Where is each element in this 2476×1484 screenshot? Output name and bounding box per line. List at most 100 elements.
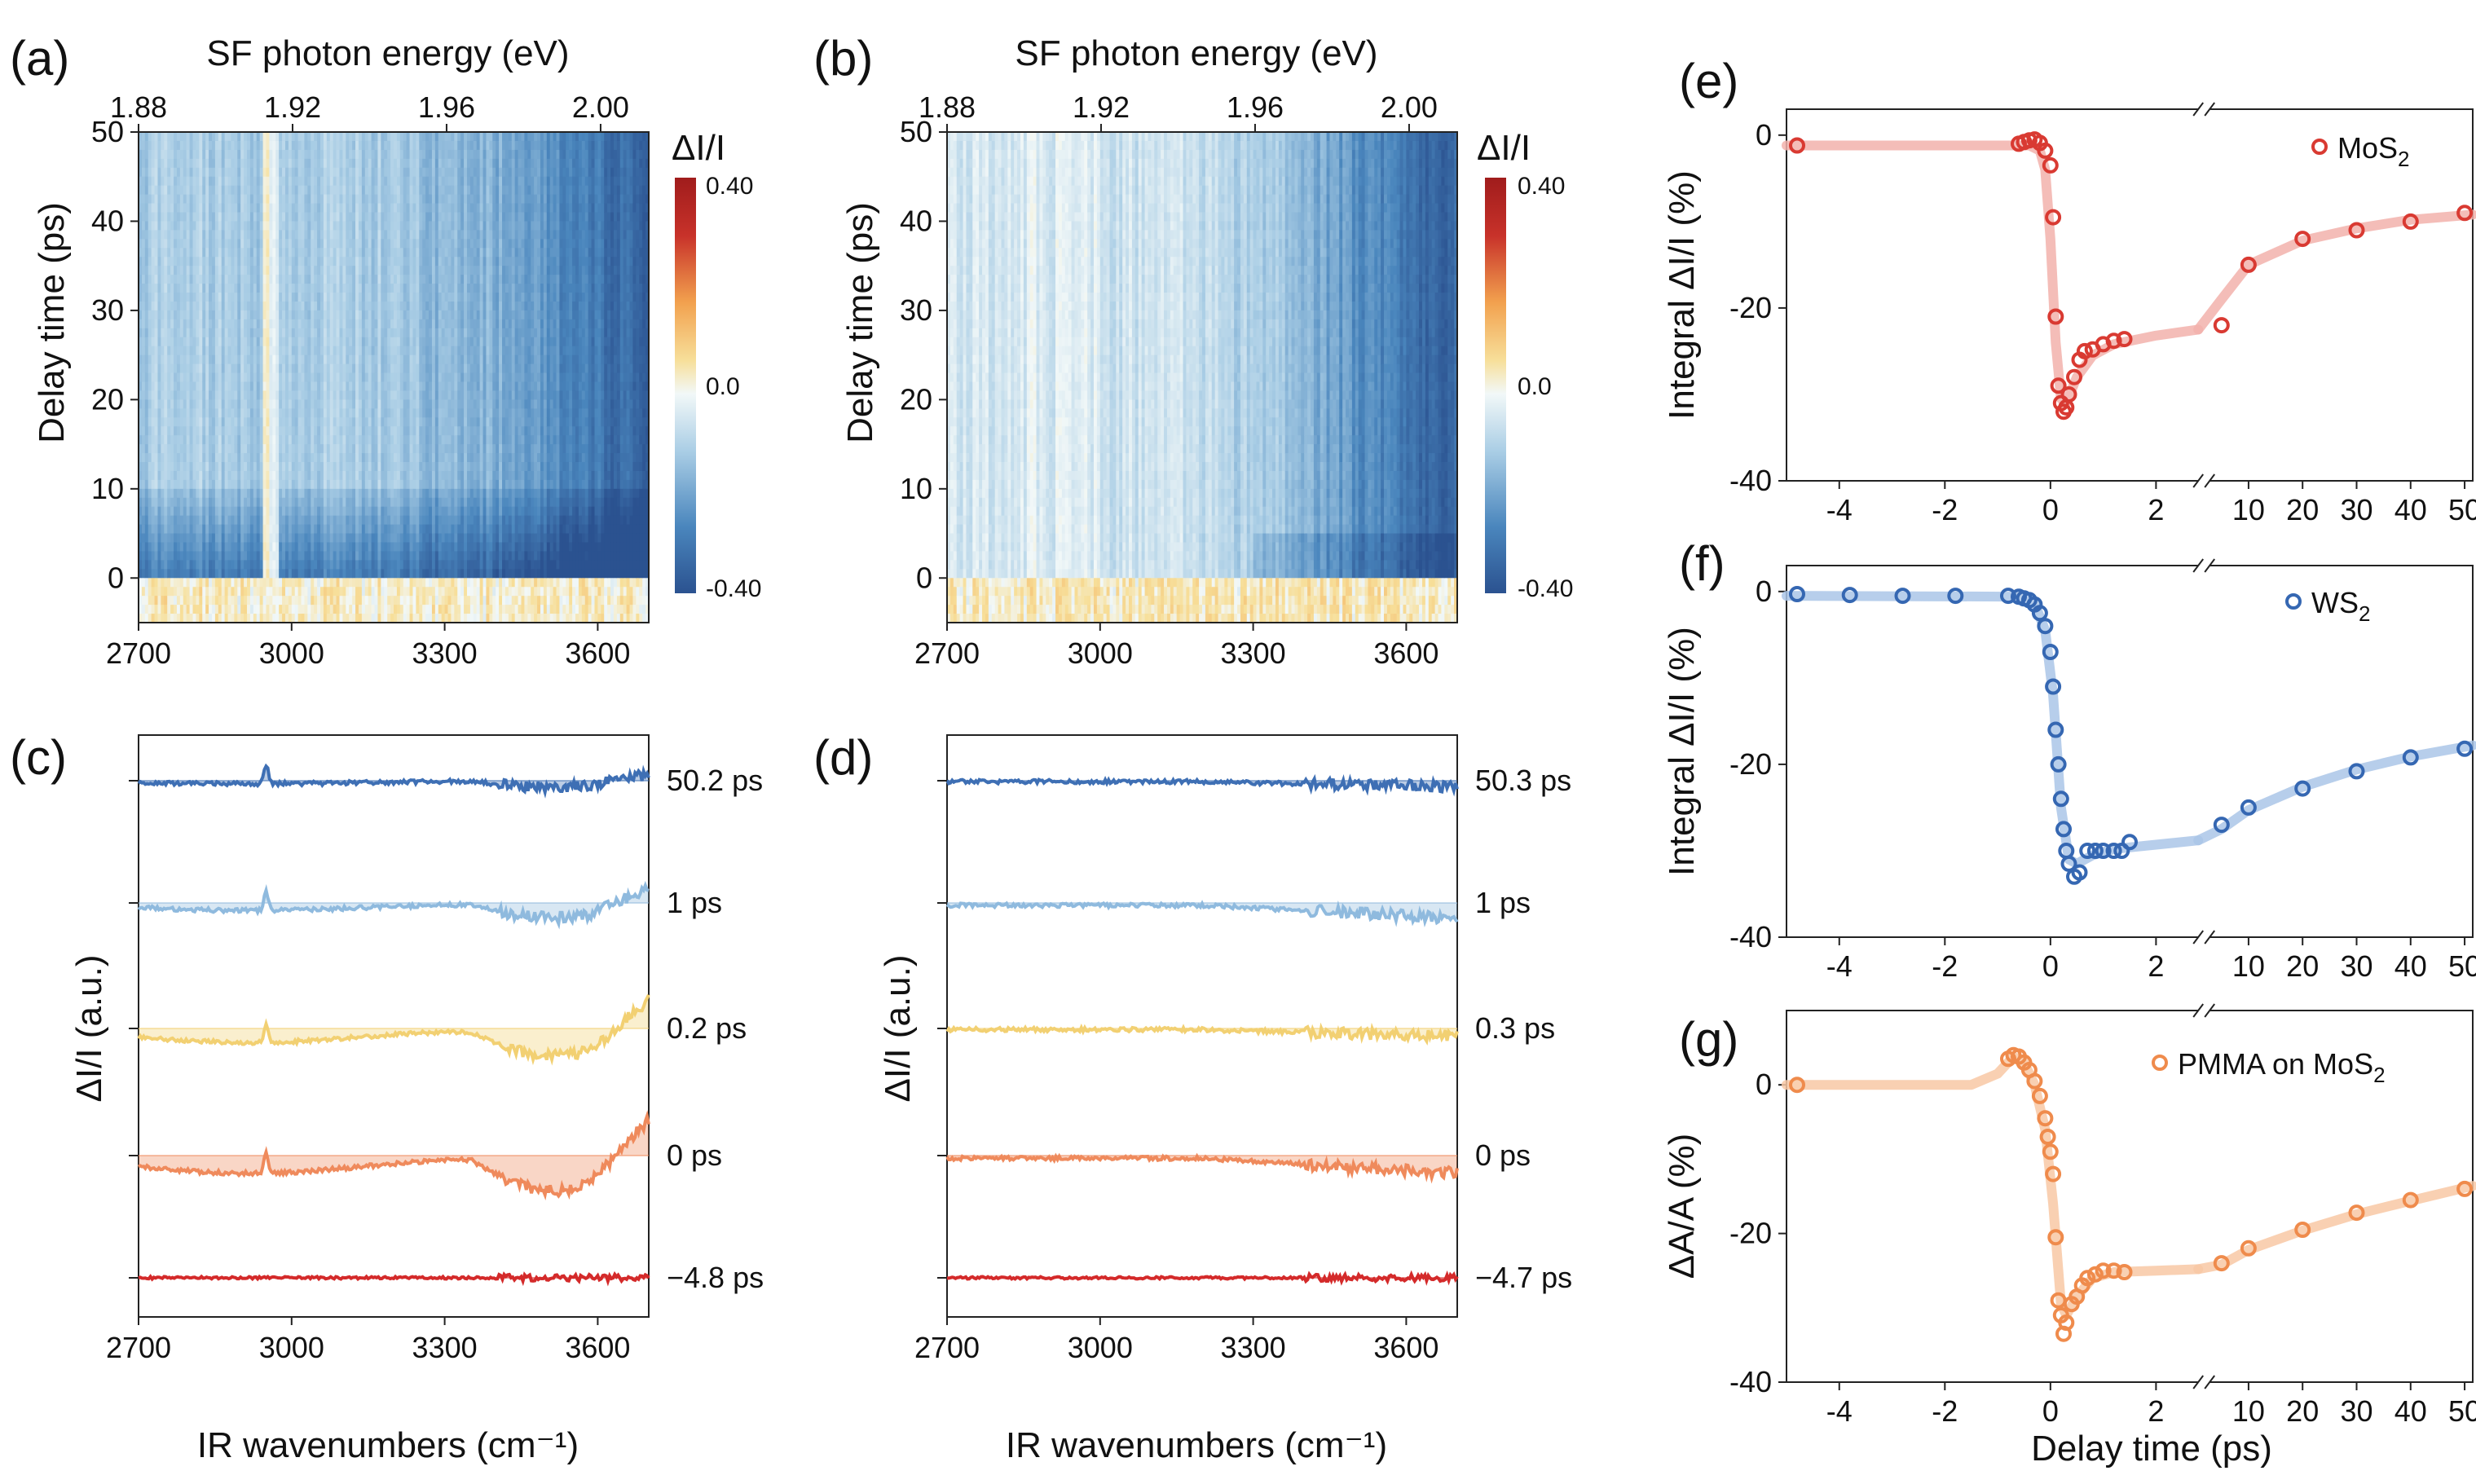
heatmap-cell (394, 346, 398, 356)
heatmap-cell (371, 257, 376, 266)
heatmap-cell (406, 337, 411, 347)
heatmap-cell (154, 328, 159, 338)
heatmap-cell (412, 533, 416, 544)
heatmap-cell (247, 266, 251, 275)
heatmap-cell (189, 212, 194, 222)
heatmap-cell (419, 587, 423, 597)
heatmap-cell (205, 319, 209, 329)
heatmap-cell (329, 149, 334, 160)
heatmap-cell (291, 605, 296, 614)
heatmap-cell (307, 435, 311, 445)
heatmap-cell (320, 266, 324, 275)
heatmap-cell (314, 542, 318, 553)
heatmap-cell (361, 149, 366, 160)
heatmap-cell (256, 444, 261, 454)
heatmap-cell (174, 319, 178, 329)
heatmap-cell (164, 346, 168, 356)
heatmap-cell (164, 390, 168, 400)
heatmap-cell (234, 346, 238, 356)
heatmap-cell (205, 506, 209, 517)
heatmap-cell (141, 346, 146, 356)
heatmap-cell (364, 257, 369, 266)
heatmap-cell (279, 560, 283, 570)
heatmap-cell (352, 363, 356, 374)
heatmap-cell (253, 328, 258, 338)
heatmap-cell (394, 230, 398, 240)
heatmap-cell (282, 399, 286, 409)
heatmap-cell (419, 158, 423, 169)
heatmap-cell (199, 560, 203, 570)
heatmap-cell (396, 533, 401, 544)
heatmap-cell (157, 363, 161, 374)
heatmap-cell (227, 569, 232, 579)
heatmap-cell (323, 158, 328, 169)
heatmap-cell (174, 328, 178, 338)
heatmap-cell (234, 614, 238, 623)
heatmap-cell (272, 284, 276, 293)
heatmap-cell (275, 257, 280, 266)
heatmap-cell (154, 194, 159, 205)
heatmap-cell (144, 284, 149, 293)
heatmap-cell (262, 257, 267, 266)
heatmap-cell (202, 257, 206, 266)
heatmap-cell (262, 479, 267, 490)
heatmap-cell (416, 506, 420, 517)
heatmap-cell (394, 212, 398, 222)
heatmap-cell (144, 167, 149, 178)
heatmap-cell (416, 461, 420, 472)
heatmap-cell (349, 284, 353, 293)
heatmap-cell (419, 417, 423, 427)
heatmap-cell (205, 390, 209, 400)
heatmap-cell (234, 605, 238, 614)
heatmap-cell (275, 363, 280, 374)
heatmap-cell (422, 614, 426, 623)
heatmap-cell (301, 461, 306, 472)
heatmap-cell (157, 248, 161, 258)
heatmap-cell (189, 381, 194, 392)
heatmap-cell (183, 284, 187, 293)
heatmap-cell (240, 194, 245, 205)
heatmap-cell (139, 605, 143, 614)
heatmap-cell (301, 293, 306, 302)
heatmap-cell (192, 524, 197, 535)
heatmap-cell (148, 578, 152, 588)
heatmap-cell (227, 453, 232, 463)
heatmap-cell (384, 470, 388, 481)
heatmap-cell (304, 596, 308, 605)
heatmap-cell (237, 461, 241, 472)
heatmap-cell (396, 337, 401, 347)
heatmap-cell (256, 453, 261, 463)
heatmap-cell (377, 212, 381, 222)
heatmap-cell (179, 605, 184, 614)
heatmap-cell (314, 212, 318, 222)
heatmap-cell (231, 426, 235, 436)
heatmap-cell (164, 497, 168, 508)
heatmap-cell (329, 417, 334, 427)
heatmap-cell (381, 363, 385, 374)
heatmap-cell (311, 533, 315, 544)
heatmap-cell (211, 470, 216, 481)
heatmap-cell (224, 257, 229, 266)
heatmap-cell (139, 390, 143, 400)
heatmap-cell (231, 435, 235, 445)
heatmap-cell (199, 248, 203, 258)
heatmap-cell (202, 390, 206, 400)
heatmap-cell (259, 230, 264, 240)
heatmap-cell (224, 158, 229, 169)
heatmap-cell (304, 551, 308, 561)
heatmap-cell (192, 596, 197, 605)
heatmap-cell (368, 515, 372, 526)
heatmap-cell (266, 542, 271, 553)
heatmap-cell (326, 408, 331, 418)
heatmap-cell (279, 176, 283, 187)
heatmap-cell (374, 470, 379, 481)
heatmap-cell (377, 221, 381, 231)
heatmap-cell (269, 524, 273, 535)
heatmap-cell (311, 515, 315, 526)
heatmap-cell (186, 426, 191, 436)
heatmap-cell (288, 524, 293, 535)
heatmap-cell (294, 194, 299, 205)
heatmap-cell (214, 542, 219, 553)
heatmap-cell (253, 203, 258, 214)
heatmap-cell (176, 319, 181, 329)
